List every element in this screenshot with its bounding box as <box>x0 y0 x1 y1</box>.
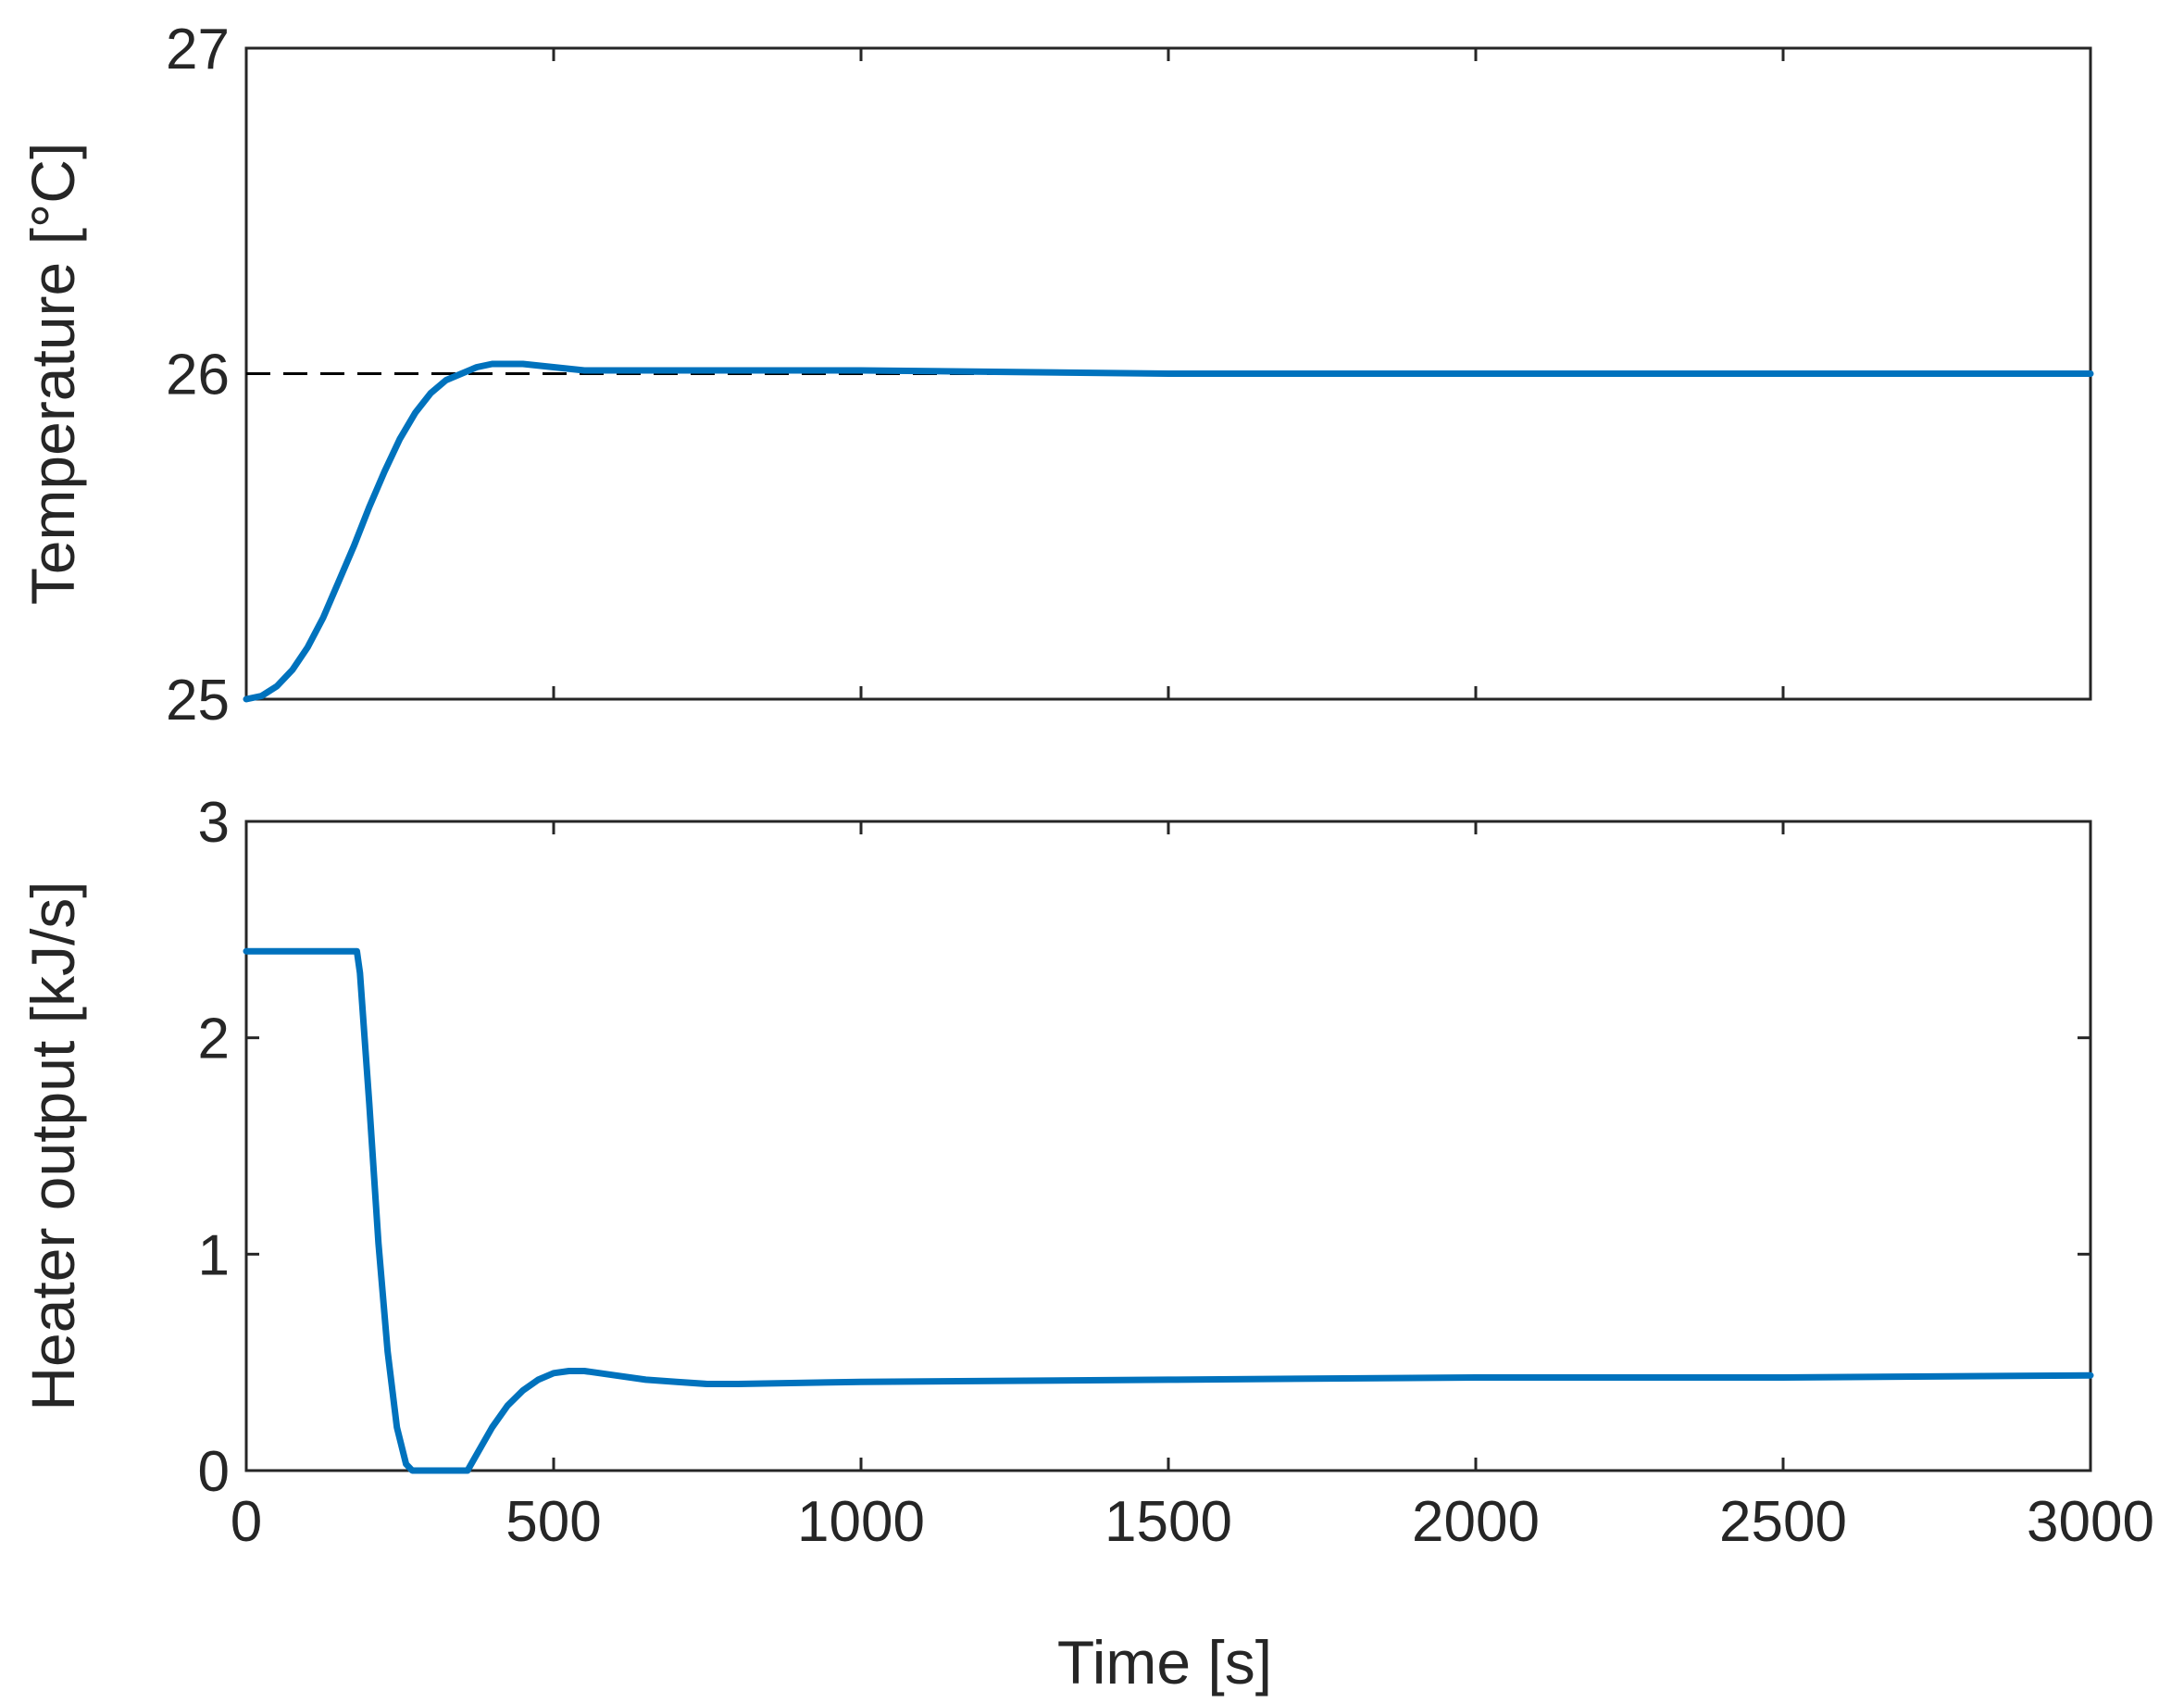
x-tick-label: 2000 <box>1412 1490 1540 1554</box>
y-axis-label: Heater output [kJ/s] <box>19 881 87 1410</box>
y-tick-label: 27 <box>166 18 230 81</box>
x-tick-label: 3000 <box>2027 1490 2154 1554</box>
x-tick-label: 500 <box>505 1490 601 1554</box>
x-tick-label: 1500 <box>1104 1490 1232 1554</box>
temperature-subplot: 25 26 27 Temperature [°C] <box>19 18 2094 733</box>
y-tick-label: 25 <box>166 669 230 733</box>
y-tick-label: 0 <box>198 1440 230 1504</box>
x-tick-label: 1000 <box>797 1490 925 1554</box>
heater-output-subplot: 0 500 1000 1500 2000 2500 3000 0 1 2 3 Heater outpu… <box>19 791 2154 1554</box>
series-line <box>243 360 2094 703</box>
series-line <box>243 947 2094 1474</box>
x-axis-label: Time [s] <box>1057 1628 1272 1697</box>
y-tick-label: 1 <box>198 1223 230 1287</box>
y-tick-label: 3 <box>198 791 230 855</box>
x-tick-label: 2500 <box>1719 1490 1847 1554</box>
y-tick-label: 26 <box>166 344 230 407</box>
axes-frame <box>244 820 2092 1472</box>
x-tick-label: 0 <box>231 1490 262 1554</box>
y-tick-label: 2 <box>198 1008 230 1071</box>
y-axis-label: Temperature [°C] <box>19 143 87 606</box>
